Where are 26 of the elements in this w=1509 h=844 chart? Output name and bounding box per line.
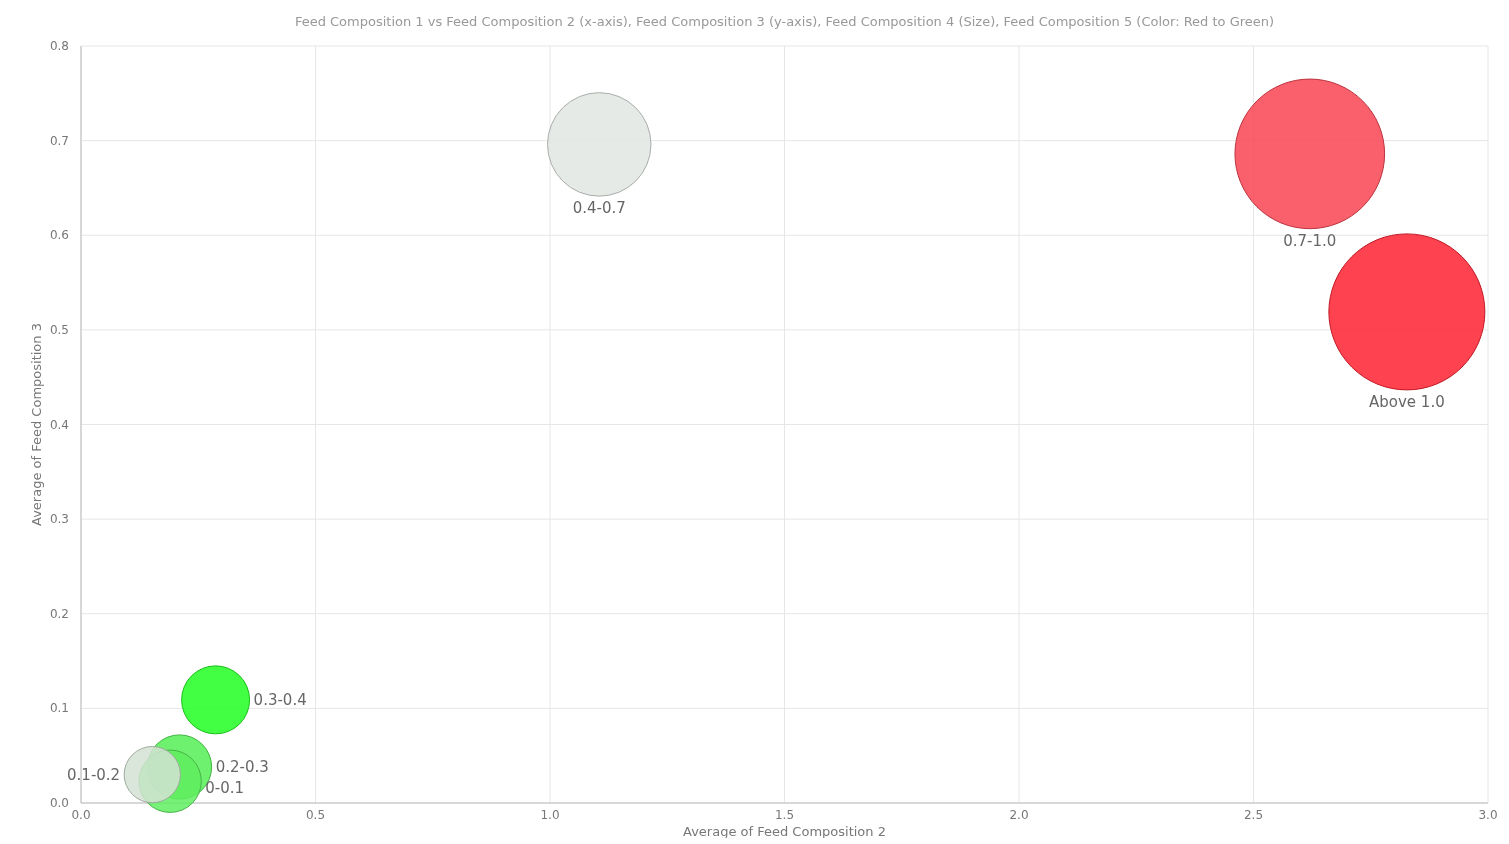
x-tick-label: 2.5: [1243, 808, 1264, 822]
series-label: Above 1.0: [1369, 392, 1445, 411]
series-label: 0.3-0.4: [253, 690, 307, 709]
series-label: 0.2-0.3: [215, 758, 269, 777]
y-tick-label: 0.3: [49, 512, 69, 527]
y-tick-label: 0.6: [49, 228, 69, 243]
x-axis-title: Average of Feed Composition 2: [683, 824, 886, 839]
y-tick-label: 0.8: [49, 39, 69, 53]
y-axis-title: Average of Feed Composition 3: [29, 323, 44, 526]
series-label: 0.4-0.7: [572, 199, 626, 218]
x-tick-label: 3.0: [1478, 808, 1498, 822]
y-tick-label: 0.1: [49, 701, 69, 716]
series-label: 0.7-1.0: [1283, 231, 1337, 250]
x-tick-label: 0.0: [71, 808, 91, 822]
y-tick-label: 0.2: [49, 606, 69, 621]
y-tick-label: 0.4: [49, 417, 69, 432]
series-label: 0.1-0.2: [67, 765, 121, 784]
y-tick-label: 0.7: [49, 133, 69, 148]
x-tick-label: 1.0: [540, 808, 560, 822]
y-tick-label: 0.5: [49, 322, 69, 337]
x-tick-label: 2.0: [1009, 808, 1029, 822]
chart-title: Feed Composition 1 vs Feed Composition 2 (x-axis), Feed Composition 3 (y-axis), Feed Composition 4 (Size), Feed Composition 5 (Color: Red to Green): [294, 14, 1275, 29]
x-tick-label: 1.5: [774, 808, 795, 822]
x-tick-label: 0.5: [305, 808, 326, 822]
y-tick-label: 0.0: [49, 796, 69, 810]
series-label: 0-0.1: [205, 779, 245, 798]
